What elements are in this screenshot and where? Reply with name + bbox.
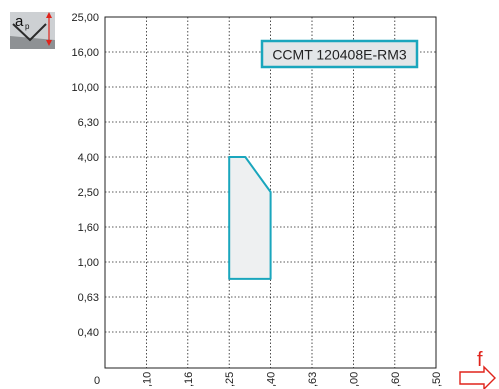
y-tick-label: 1,00 — [78, 257, 99, 269]
x-tick-label: ,00 — [348, 372, 360, 387]
insert-label: CCMT 120408E-RM3 — [272, 47, 407, 63]
svg-text:p: p — [25, 22, 30, 31]
plot-frame — [104, 16, 437, 369]
x-axis-label: f — [477, 349, 483, 371]
y-tick-label: 10,00 — [71, 82, 99, 94]
y-tick-label: 25,00 — [71, 12, 99, 24]
x-tick-label: ,63 — [307, 372, 319, 387]
insert-label-box: CCMT 120408E-RM3 — [260, 39, 419, 69]
y-tick-label: 2,50 — [78, 187, 99, 199]
y-tick-label: 4,00 — [78, 152, 99, 164]
x-tick-label: ,50 — [431, 372, 443, 387]
y-tick-label: 16,00 — [71, 47, 99, 59]
y-tick-label: 1,60 — [78, 222, 99, 234]
y-tick-label: 6,30 — [78, 117, 99, 129]
x-tick-label: 0 — [94, 375, 100, 387]
depth-of-cut-icon: a p — [10, 12, 55, 49]
x-tick-labels: 0 ,10 ,16 ,25 ,40 ,63 ,00 ,60 ,50 — [94, 372, 443, 387]
x-tick-label: ,25 — [224, 372, 236, 387]
y-tick-label: 0,40 — [78, 327, 99, 339]
application-area — [228, 156, 272, 280]
y-tick-labels: 25,00 16,00 10,00 6,30 4,00 2,50 1,60 1,00 0,63 0… — [71, 12, 99, 339]
x-tick-label: ,40 — [266, 372, 278, 387]
x-tick-label: ,16 — [183, 372, 195, 387]
feed-arrow-icon — [459, 365, 496, 389]
x-tick-label: ,10 — [141, 372, 153, 387]
svg-text:a: a — [15, 13, 24, 30]
application-area-polygon — [228, 156, 272, 280]
x-tick-label: ,60 — [390, 372, 402, 387]
y-tick-label: 0,63 — [78, 292, 99, 304]
